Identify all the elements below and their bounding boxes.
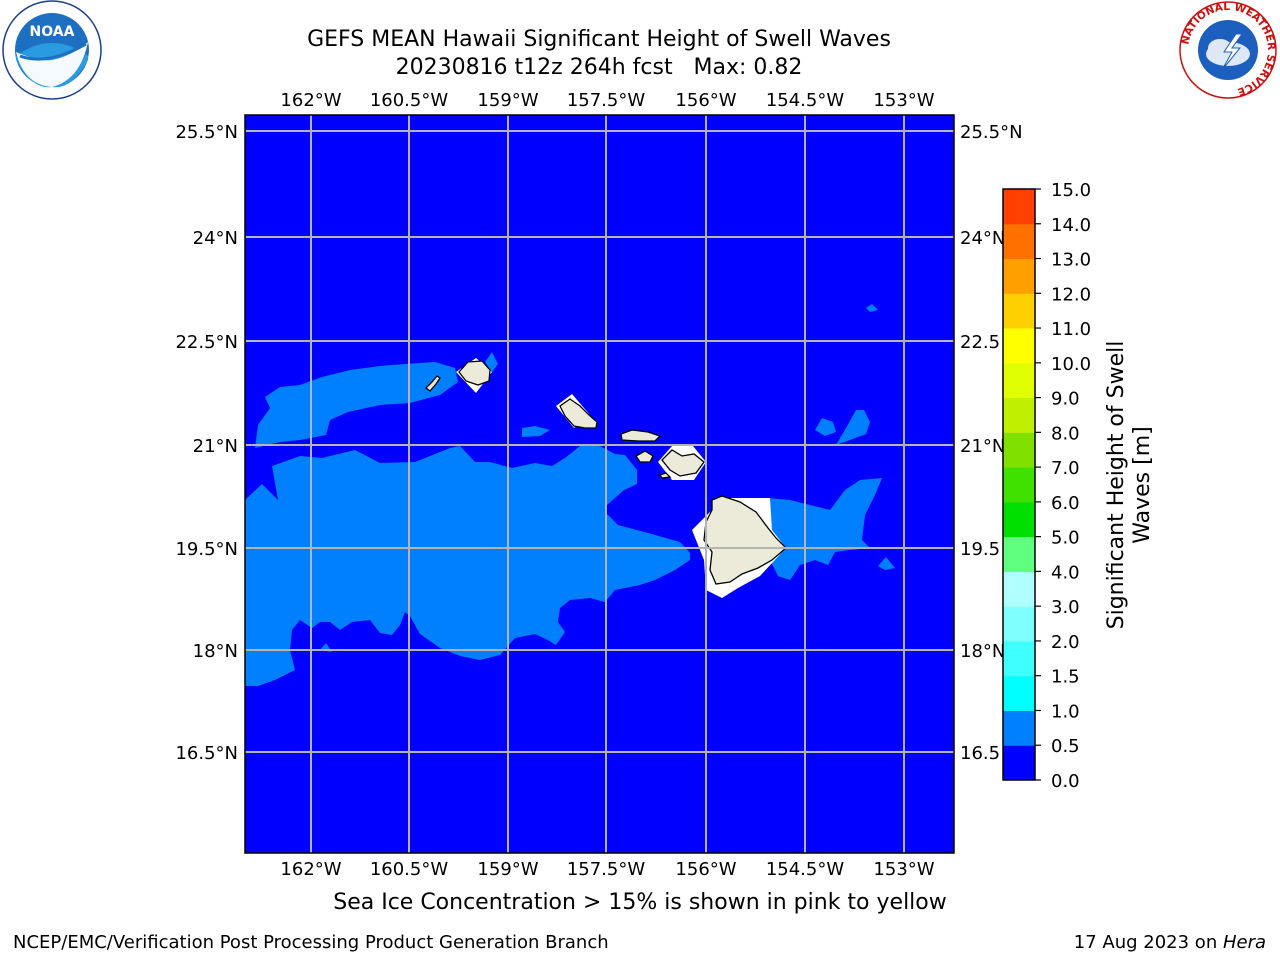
lon-tick-label-bottom: 156°W [675, 859, 736, 880]
colorbar-segment [1003, 223, 1035, 260]
colorbar-segment [1003, 501, 1035, 538]
colorbar-tick-label: 13.0 [1051, 250, 1091, 271]
lat-tick-label-right: 16.5 [960, 743, 1000, 764]
lat-tick-label-left: 25.5°N [175, 122, 238, 143]
island-niihau [425, 375, 441, 392]
swell-patch-channel [522, 426, 550, 437]
lon-tick-label-top: 153°W [873, 90, 934, 111]
map-title: GEFS MEAN Hawaii Significant Height of S… [307, 27, 891, 52]
noaa-logo: NOAA [2, 0, 102, 100]
colorbar-tick-label: 10.0 [1051, 354, 1091, 375]
colorbar-tick-label: 9.0 [1051, 389, 1080, 410]
swell-patch-northeast [836, 410, 870, 445]
colorbar-tick-label: 3.0 [1051, 597, 1080, 618]
map-subtitle: 20230816 t12z 264h fcst Max: 0.82 [395, 55, 803, 80]
colorbar-tick-label: 11.0 [1051, 319, 1091, 340]
lon-tick-label-top: 157.5°W [567, 90, 646, 111]
island-hawaii [703, 495, 787, 585]
colorbar-segment [1003, 189, 1035, 225]
colorbar-segment [1003, 606, 1035, 642]
colorbar-tick-label: 14.0 [1051, 215, 1091, 236]
lat-tick-label-right: 25.5°N [960, 122, 1023, 143]
swell-patch-kauai [485, 352, 498, 372]
colorbar-tick-label: 2.0 [1051, 632, 1080, 653]
colorbar: 0.0 0.5 1.0 1.5 2.0 3.0 4.0 5.0 6.0 7.0 8.0 9.0 10.0… [1002, 180, 1091, 792]
island-kahoolawe [658, 472, 672, 479]
colorbar-tick-label: 4.0 [1051, 562, 1080, 583]
colorbar-segment [1003, 536, 1035, 572]
colorbar-tick-label: 8.0 [1051, 423, 1080, 444]
lat-tick-label-left: 18°N [193, 641, 238, 662]
lon-tick-label-bottom: 162°W [280, 859, 341, 880]
colorbar-tick-label: 15.0 [1051, 180, 1091, 201]
lat-tick-label-left: 24°N [193, 228, 238, 249]
map-frame [244, 114, 955, 854]
lon-tick-label-bottom: 157.5°W [567, 859, 646, 880]
colorbar-segment [1003, 328, 1035, 364]
swell-patch-far-east [878, 557, 895, 570]
lon-tick-label-bottom: 153°W [873, 859, 934, 880]
lon-tick-label-top: 156°W [675, 90, 736, 111]
producer-credit: NCEP/EMC/Verification Post Processing Pr… [13, 932, 609, 953]
colorbar-tick-label: 0.5 [1051, 736, 1080, 757]
island-lanai [635, 450, 654, 463]
date-text: 17 Aug 2023 on [1073, 932, 1223, 953]
lat-tick-label-left: 21°N [193, 436, 238, 457]
lat-tick-label-right: 22.5 [960, 332, 1000, 353]
lat-tick-label-left: 19.5°N [175, 539, 238, 560]
colorbar-segment [1003, 710, 1035, 746]
lat-tick-label-left: 16.5°N [175, 743, 238, 764]
colorbar-segment [1003, 640, 1035, 677]
map-panel [244, 114, 955, 854]
colorbar-segment [1003, 432, 1035, 468]
host-name: Hera [1222, 932, 1266, 953]
sea-ice-caption: Sea Ice Concentration > 15% is shown in … [333, 890, 947, 915]
graticule [245, 115, 954, 853]
lon-tick-label-top: 159°W [477, 90, 538, 111]
island-oahu [559, 398, 598, 429]
colorbar-frame [1002, 188, 1036, 781]
lon-tick-label-top: 154.5°W [766, 90, 845, 111]
colorbar-segment [1003, 745, 1035, 781]
colorbar-tick-label: 1.5 [1051, 667, 1080, 688]
colorbar-segment [1003, 397, 1035, 433]
colorbar-segment [1003, 258, 1035, 294]
island-maui [661, 449, 705, 477]
swell-patch-tiny-ne [866, 304, 878, 312]
colorbar-segment [1003, 362, 1035, 399]
nws-logo: NATIONAL WEATHER SERVICE [1179, 1, 1277, 99]
colorbar-tick-label: 5.0 [1051, 528, 1080, 549]
colorbar-segment [1003, 571, 1035, 607]
colorbar-segment [1003, 675, 1035, 711]
svg-text:NOAA: NOAA [30, 24, 75, 40]
lat-tick-label-right: 18°N [960, 641, 1005, 662]
swell-band-south [245, 446, 690, 686]
swell-patch-east [768, 478, 882, 580]
colorbar-tick-label: 1.0 [1051, 701, 1080, 722]
generation-date: 17 Aug 2023 on Hera [1074, 932, 1266, 953]
lat-tick-label-right: 24°N [960, 228, 1005, 249]
swell-band-north [255, 362, 458, 448]
lat-tick-label-right: 19.5 [960, 539, 1000, 560]
lon-tick-label-bottom: 159°W [477, 859, 538, 880]
colorbar-tick-label: 12.0 [1051, 284, 1091, 305]
lon-tick-label-bottom: 154.5°W [766, 859, 845, 880]
colorbar-label: Significant Height of Swell Waves [m] [1104, 340, 1155, 630]
axis-tick-labels: 162°W 162°W 160.5°W 160.5°W 159°W 159°W 157.5°… [175, 90, 1022, 880]
island-molokai [620, 429, 662, 442]
lon-tick-label-top: 160.5°W [370, 90, 449, 111]
colorbar-tick-label: 6.0 [1051, 493, 1080, 514]
island-kauai [458, 360, 491, 386]
colorbar-tick-label: 7.0 [1051, 458, 1080, 479]
colorbar-tick-label: 0.0 [1051, 771, 1080, 792]
colorbar-segment [1003, 293, 1035, 329]
lon-tick-label-bottom: 160.5°W [370, 859, 449, 880]
swell-patch-ne-small [815, 418, 836, 436]
colorbar-segment [1003, 467, 1035, 503]
lon-tick-label-top: 162°W [280, 90, 341, 111]
lat-tick-label-left: 22.5°N [175, 332, 238, 353]
lat-tick-label-right: 21°N [960, 436, 1005, 457]
